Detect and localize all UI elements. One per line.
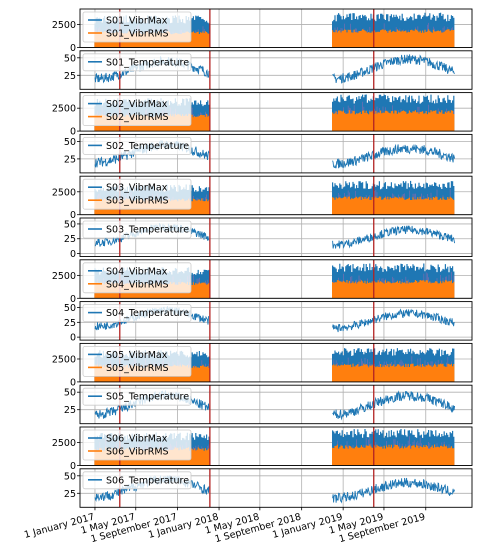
legend-box [82,262,192,294]
series-overlap [338,189,451,200]
panel-frame [79,50,473,90]
series-temperature [332,225,456,249]
panel-frame [79,92,473,132]
legend-box [82,471,192,490]
legend-label: S05_VibrMax [106,350,168,361]
panel-11: 0 2500 S06_VibrMax S06_VibrRMS [52,426,473,472]
legend-label: S04_Temperature [106,308,189,319]
series-overlap [333,271,455,284]
y-tick-label: 25 [64,318,76,329]
legend-label: S04_VibrMax [106,266,168,277]
y-tick-label: 25 [64,405,76,416]
panel-9: 0 2500 S05_VibrMax S05_VibrRMS [52,342,473,388]
panel-frame [79,468,473,508]
legend-label: S06_VibrMax [106,434,168,445]
y-tick-label: 0 [70,461,76,472]
y-tick-label: 2500 [52,438,76,449]
legend-box [82,53,192,72]
panel-frame [79,426,473,466]
legend-box [82,345,192,377]
y-tick-label: 2500 [52,187,76,198]
y-tick-label: 0 [70,127,76,138]
panel-5: 0 2500 S03_VibrMax S03_VibrRMS [52,175,473,221]
series-vibrrms [332,29,455,48]
panel-frame [79,8,473,48]
legend-label: S01_VibrMax [106,16,168,27]
panel-frame [79,301,473,341]
y-tick-label: 25 [64,234,76,245]
y-tick-label: 25 [64,489,76,500]
legend-box [82,429,192,461]
legend-box [82,304,192,323]
y-tick-label: 50 [64,219,76,230]
series-temperature [332,477,456,504]
series-overlap [337,436,450,449]
legend-label: S02_VibrRMS [106,112,169,123]
y-tick-label: 0 [70,249,76,260]
series-temperature [332,143,456,169]
legend-label: S03_VibrMax [106,183,168,194]
y-tick-label: 50 [64,388,76,399]
panel-12: 25 50 S06_Temperature [64,468,473,508]
legend-box [82,136,192,155]
panel-4: 25 50 S02_Temperature [64,133,473,174]
legend-label: S02_Temperature [106,141,189,152]
y-tick-label: 0 [70,210,76,221]
panel-frame [79,259,473,299]
panel-3: 0 2500 S02_VibrMax S02_VibrRMS [52,92,473,138]
panel-8: 0 25 50 S04_Temperature [64,301,473,344]
panel-7: 0 2500 S04_VibrMax S04_VibrRMS [52,259,473,305]
panel-frame [79,217,473,257]
panel-10: 25 50 S05_Temperature [64,384,473,425]
legend-label: S02_VibrMax [106,99,168,110]
series-overlap [334,22,453,33]
y-tick-label: 25 [64,154,76,165]
legend-label: S06_Temperature [106,475,189,486]
legend-label: S05_Temperature [106,392,189,403]
y-tick-label: 50 [64,471,76,482]
legend-box [82,220,192,239]
legend-box [82,95,192,126]
y-tick-label: 0 [70,294,76,305]
series-temperature [332,54,455,84]
series-vibrrms [332,196,455,215]
series-temperature [332,390,456,421]
y-tick-label: 0 [70,377,76,388]
legend-box [82,387,192,406]
y-tick-label: 0 [70,333,76,344]
y-tick-label: 50 [64,137,76,148]
panel-frame [79,384,473,425]
panel-frame [79,342,473,383]
series-temperature [332,308,455,333]
y-tick-label: 50 [64,53,76,64]
panel-frame [79,133,473,174]
series-overlap [334,101,455,115]
panel-1: 0 2500 S01_VibrMax S01_VibrRMS [52,8,473,54]
y-tick-label: 50 [64,303,76,314]
series-vibrrms [332,444,455,466]
y-tick-label: 0 [70,43,76,54]
legend-label: S04_VibrRMS [106,279,169,290]
y-tick-label: 2500 [52,20,76,31]
legend-label: S05_VibrRMS [106,363,169,374]
y-tick-label: 2500 [52,104,76,115]
legend-label: S01_Temperature [106,57,189,68]
y-tick-label: 2500 [52,271,76,282]
panel-frame [79,175,473,216]
legend-box [82,178,192,210]
legend-label: S01_VibrRMS [106,29,169,40]
legend-box [82,11,192,43]
series-vibrrms [332,363,455,382]
legend-label: S06_VibrRMS [106,447,169,458]
panel-6: 0 25 50 S03_Temperature [64,217,473,260]
panel-2: 25 50 S01_Temperature [64,50,473,90]
y-tick-label: 25 [64,71,76,82]
legend-label: S03_VibrRMS [106,196,169,207]
y-tick-label: 2500 [52,354,76,365]
legend-label: S03_Temperature [106,225,189,236]
